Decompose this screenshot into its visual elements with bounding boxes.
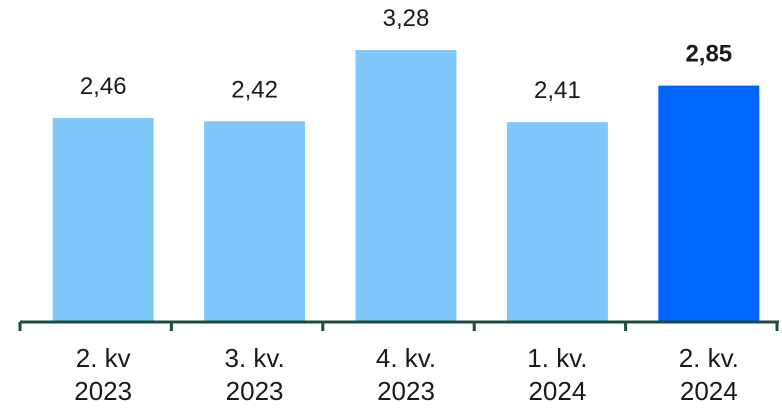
category-label-2-line-1: 3. kv.: [224, 343, 284, 373]
value-label-3: 3,28: [383, 5, 430, 32]
category-label-5-line-2: 2024: [680, 376, 738, 406]
bar-5: [658, 85, 760, 322]
x-axis: [18, 320, 779, 331]
value-labels-group: 2,46 2,42 3,28 2,41 2,85: [80, 5, 732, 104]
bar-1: [52, 118, 154, 322]
category-label-1-line-2: 2023: [74, 376, 132, 406]
category-label-3-line-1: 4. kv.: [376, 343, 436, 373]
value-label-1: 2,46: [80, 73, 127, 100]
category-label-2-line-2: 2023: [226, 376, 284, 406]
category-label-4-line-2: 2024: [528, 376, 586, 406]
value-label-4: 2,41: [534, 77, 581, 104]
category-label-3-line-2: 2023: [377, 376, 435, 406]
category-label-1-line-1: 2. kv: [76, 343, 131, 373]
value-label-5: 2,85: [685, 41, 732, 68]
bar-3: [355, 50, 457, 322]
value-label-2: 2,42: [231, 76, 278, 103]
category-label-4-line-1: 1. kv.: [527, 343, 587, 373]
bars-group: [52, 50, 760, 322]
bar-4: [506, 122, 608, 322]
category-label-5-line-1: 2. kv.: [679, 343, 739, 373]
bar-2: [204, 121, 306, 322]
